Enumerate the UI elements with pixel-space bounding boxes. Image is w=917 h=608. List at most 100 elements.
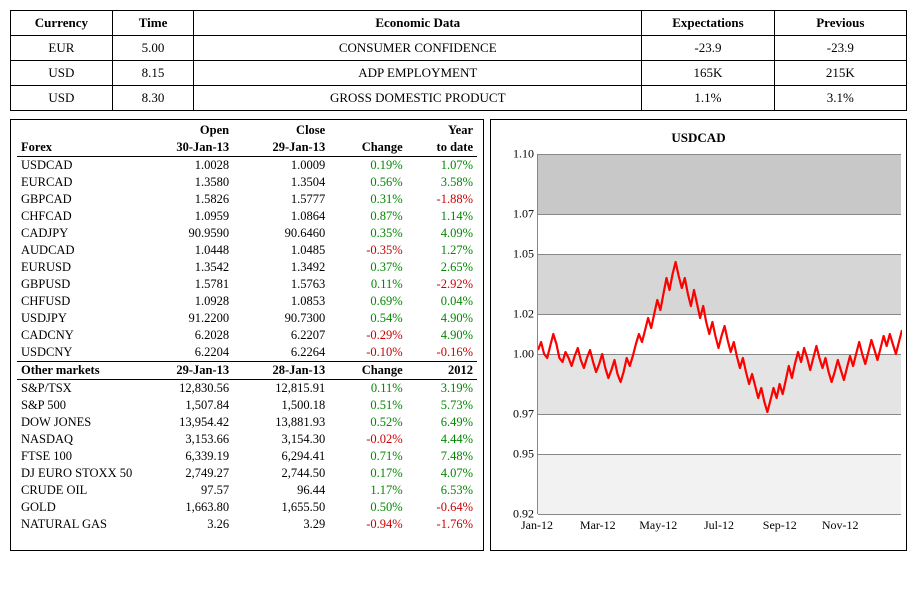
cell: 1.0959 <box>137 208 233 225</box>
cell: 3.29 <box>233 516 329 533</box>
x-tick-label: Mar-12 <box>580 518 616 533</box>
cell: 91.2200 <box>137 310 233 327</box>
cell: 0.04% <box>407 293 477 310</box>
cell: 1.27% <box>407 242 477 259</box>
y-tick-label: 1.10 <box>494 147 534 162</box>
col-header: to date <box>407 139 477 157</box>
cell: 1.0028 <box>137 157 233 175</box>
chart-title: USDCAD <box>491 130 906 146</box>
cell: 90.6460 <box>233 225 329 242</box>
x-tick-label: Jul-12 <box>704 518 734 533</box>
econ-cell: ADP EMPLOYMENT <box>194 61 642 86</box>
cell: 1,500.18 <box>233 397 329 414</box>
econ-header: Previous <box>774 11 906 36</box>
cell: CHFCAD <box>17 208 137 225</box>
cell: 0.54% <box>329 310 406 327</box>
x-tick-label: Jan-12 <box>521 518 553 533</box>
cell: 6.2264 <box>233 344 329 362</box>
cell: 13,881.93 <box>233 414 329 431</box>
econ-cell: CONSUMER CONFIDENCE <box>194 36 642 61</box>
cell: CADJPY <box>17 225 137 242</box>
cell: 0.51% <box>329 397 406 414</box>
col-header: 29-Jan-13 <box>137 362 233 380</box>
cell: 1.5781 <box>137 276 233 293</box>
col-header: Forex <box>17 139 137 157</box>
econ-cell: 215K <box>774 61 906 86</box>
cell: 1.0448 <box>137 242 233 259</box>
cell: 2.65% <box>407 259 477 276</box>
cell: 0.71% <box>329 448 406 465</box>
cell: CHFUSD <box>17 293 137 310</box>
econ-cell: 1.1% <box>642 86 774 111</box>
table-row: DJ EURO STOXX 502,749.272,744.500.17%4.0… <box>17 465 477 482</box>
chart-line <box>538 154 902 514</box>
y-tick-label: 0.97 <box>494 407 534 422</box>
econ-row: USD8.15ADP EMPLOYMENT165K215K <box>11 61 907 86</box>
cell: 90.9590 <box>137 225 233 242</box>
table-row: USDCNY6.22046.2264-0.10%-0.16% <box>17 344 477 362</box>
cell: 1.14% <box>407 208 477 225</box>
cell: 1.3492 <box>233 259 329 276</box>
table-row: GOLD1,663.801,655.500.50%-0.64% <box>17 499 477 516</box>
cell: 1.17% <box>329 482 406 499</box>
cell: -1.76% <box>407 516 477 533</box>
cell: NASDAQ <box>17 431 137 448</box>
table-row: CADCNY6.20286.2207-0.29%4.90% <box>17 327 477 344</box>
econ-cell: GROSS DOMESTIC PRODUCT <box>194 86 642 111</box>
col-header: Change <box>329 139 406 157</box>
cell: 4.44% <box>407 431 477 448</box>
cell: S&P/TSX <box>17 380 137 398</box>
cell: 6.2207 <box>233 327 329 344</box>
econ-row: USD8.30GROSS DOMESTIC PRODUCT1.1%3.1% <box>11 86 907 111</box>
cell: 1.5777 <box>233 191 329 208</box>
cell: AUDCAD <box>17 242 137 259</box>
cell: DJ EURO STOXX 50 <box>17 465 137 482</box>
cell: 1.0853 <box>233 293 329 310</box>
cell: -0.02% <box>329 431 406 448</box>
cell: -0.29% <box>329 327 406 344</box>
cell: 3,153.66 <box>137 431 233 448</box>
cell: S&P 500 <box>17 397 137 414</box>
cell: 6,339.19 <box>137 448 233 465</box>
cell: 7.48% <box>407 448 477 465</box>
cell: 0.52% <box>329 414 406 431</box>
table-row: GBPUSD1.57811.57630.11%-2.92% <box>17 276 477 293</box>
econ-cell: 3.1% <box>774 86 906 111</box>
cell: 3,154.30 <box>233 431 329 448</box>
table-row: GBPCAD1.58261.57770.31%-1.88% <box>17 191 477 208</box>
col-header: Close <box>233 122 329 139</box>
col-header <box>17 122 137 139</box>
x-tick-label: Nov-12 <box>822 518 859 533</box>
econ-cell: 8.15 <box>112 61 193 86</box>
cell: 1.3504 <box>233 174 329 191</box>
cell: 0.35% <box>329 225 406 242</box>
cell: FTSE 100 <box>17 448 137 465</box>
cell: -0.64% <box>407 499 477 516</box>
table-row: S&P/TSX12,830.5612,815.910.11%3.19% <box>17 380 477 398</box>
cell: GBPUSD <box>17 276 137 293</box>
y-tick-label: 1.07 <box>494 207 534 222</box>
cell: 0.56% <box>329 174 406 191</box>
cell: 4.09% <box>407 225 477 242</box>
econ-cell: 5.00 <box>112 36 193 61</box>
cell: CRUDE OIL <box>17 482 137 499</box>
table-row: EURCAD1.35801.35040.56%3.58% <box>17 174 477 191</box>
table-row: S&P 5001,507.841,500.180.51%5.73% <box>17 397 477 414</box>
cell: 4.07% <box>407 465 477 482</box>
cell: 1.0864 <box>233 208 329 225</box>
table-row: FTSE 1006,339.196,294.410.71%7.48% <box>17 448 477 465</box>
cell: 1,655.50 <box>233 499 329 516</box>
econ-header: Expectations <box>642 11 774 36</box>
table-row: CHFUSD1.09281.08530.69%0.04% <box>17 293 477 310</box>
col-header: Change <box>329 362 406 380</box>
markets-panel: OpenCloseYear Forex30-Jan-1329-Jan-13Cha… <box>10 119 484 551</box>
y-tick-label: 1.00 <box>494 347 534 362</box>
cell: 6.53% <box>407 482 477 499</box>
table-row: NATURAL GAS3.263.29-0.94%-1.76% <box>17 516 477 533</box>
econ-cell: EUR <box>11 36 113 61</box>
cell: 1.5763 <box>233 276 329 293</box>
cell: GOLD <box>17 499 137 516</box>
econ-cell: 8.30 <box>112 86 193 111</box>
cell: 1,507.84 <box>137 397 233 414</box>
cell: 6,294.41 <box>233 448 329 465</box>
